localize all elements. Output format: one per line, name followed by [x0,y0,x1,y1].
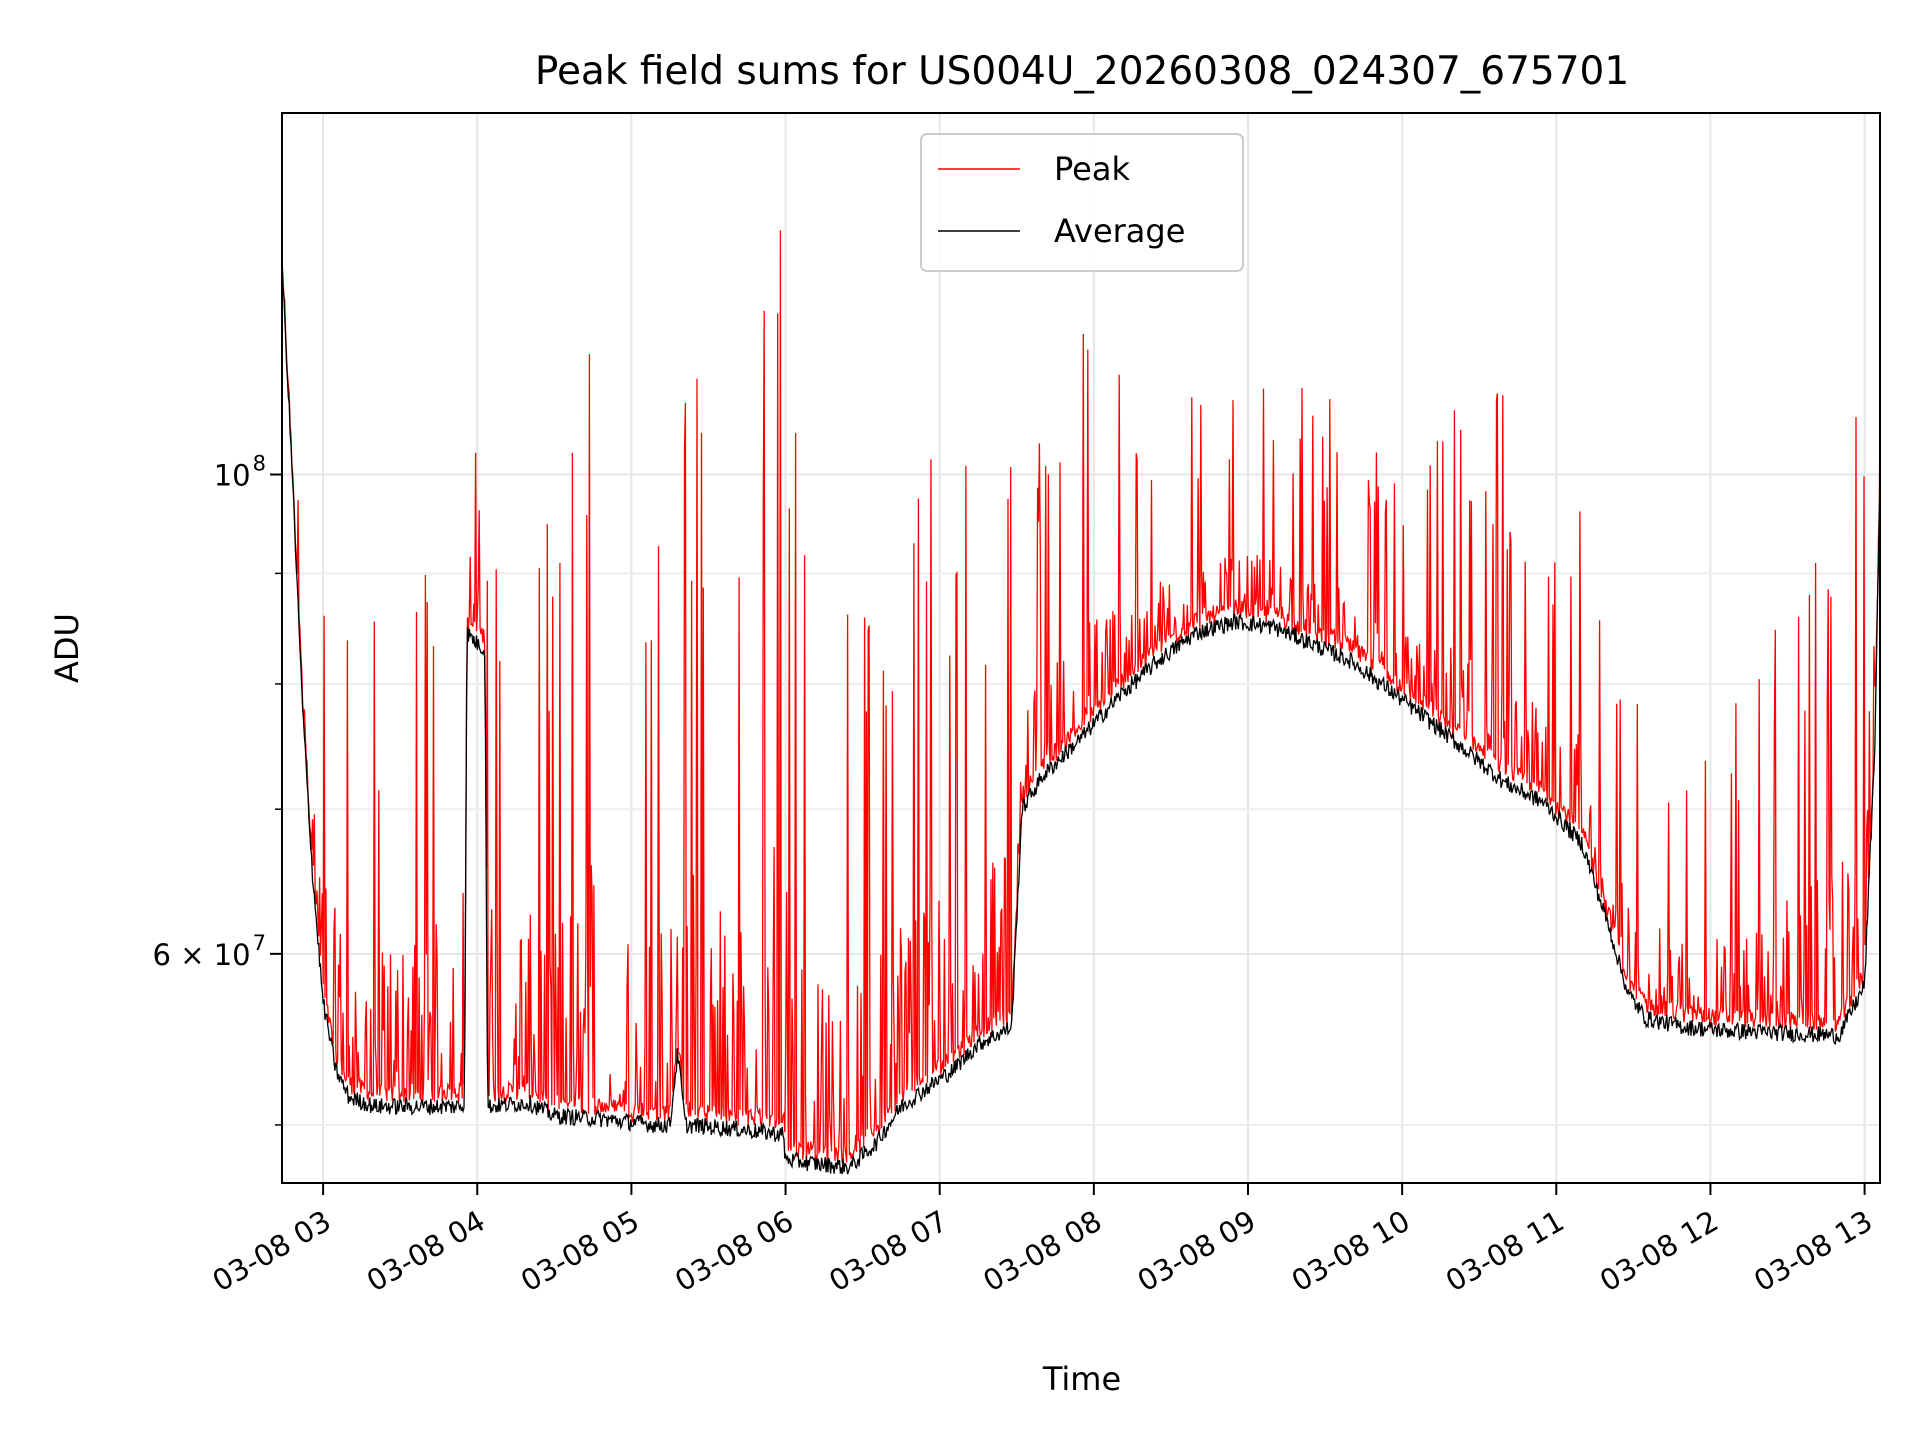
series-layer [282,230,1880,1175]
y-axis: 10 8 6 × 10 7 [153,452,282,1126]
legend-label-average: Average [1054,212,1185,250]
y-axis-label: ADU [48,613,86,683]
y-tick-label: 10 [214,459,251,493]
plot-area [282,230,1880,1175]
chart-title: Peak field sums for US004U_20260308_0243… [535,49,1629,94]
y-tick-label: 6 × 10 [153,938,251,972]
y-tick-exponent: 8 [253,452,266,476]
x-axis-label: Time [1042,1360,1121,1398]
legend: Peak Average [920,133,1244,272]
y-tick-exponent: 7 [253,931,266,955]
series-line-average [282,266,1880,1175]
plot-frame [281,112,1881,1184]
series-line-peak [282,230,1880,1165]
legend-label-peak: Peak [1054,150,1130,188]
